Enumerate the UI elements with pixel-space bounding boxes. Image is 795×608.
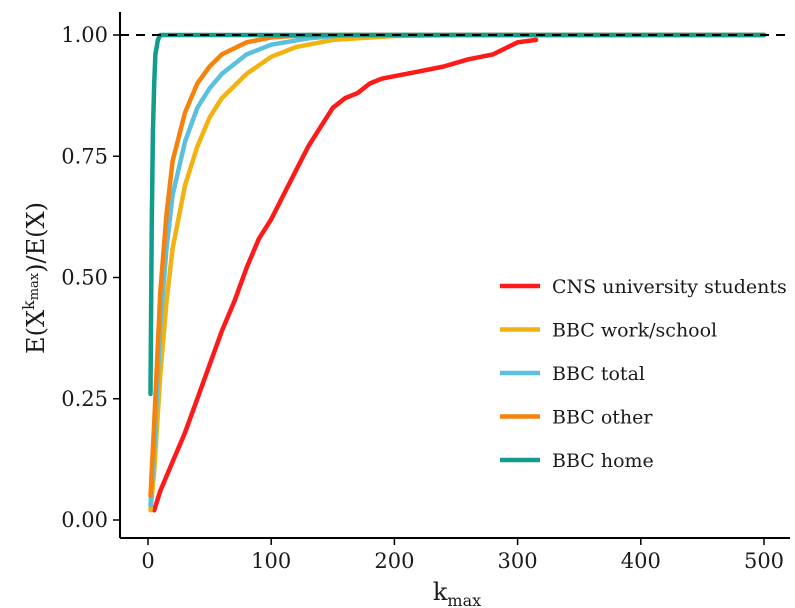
y-tick-label: 0.50 [61, 266, 108, 290]
y-tick-label: 0.25 [61, 387, 108, 411]
y-axis-title-sup-base: k [19, 300, 38, 310]
legend-label-bbc-other: BBC other [552, 407, 653, 429]
x-tick-label: 400 [621, 549, 661, 573]
legend: CNS university students BBC work/school BB… [500, 276, 787, 472]
y-axis-title: E(Xkmax)/E(X) [19, 202, 50, 354]
y-axis-title-prefix: E(X [22, 310, 50, 354]
series-line-cns-university-students [151, 37, 539, 513]
series-line-bbc-work-school [148, 32, 767, 513]
y-tick-label: 1.00 [61, 23, 108, 47]
plot-lines [120, 32, 790, 513]
x-tick-label: 500 [744, 549, 784, 573]
x-axis-title-sub: max [447, 591, 481, 608]
x-axis-title: kmax [433, 578, 481, 608]
x-tick-label: 0 [141, 549, 154, 573]
legend-label-cns-university-students: CNS university students [552, 276, 787, 298]
x-tick-label: 300 [498, 549, 538, 573]
legend-label-bbc-total: BBC total [552, 363, 645, 385]
x-axis-title-base: k [433, 578, 448, 606]
y-tick-label: 0.00 [61, 508, 108, 532]
y-tick-label: 0.75 [61, 144, 108, 168]
y-axis-title-sup-sub: max [27, 272, 42, 300]
x-tick-label: 100 [251, 549, 291, 573]
x-tick-label: 200 [374, 549, 414, 573]
legend-label-bbc-work-school: BBC work/school [552, 320, 717, 342]
series-line-bbc-total [148, 32, 767, 508]
y-axis-title-suffix: )/E(X) [22, 202, 50, 273]
axes [119, 12, 790, 539]
ticks: 0.00 0.25 0.50 0.75 1.00 0 100 200 300 400 500 [61, 23, 784, 573]
legend-label-bbc-home: BBC home [552, 450, 654, 472]
series-line-bbc-other [148, 32, 767, 499]
